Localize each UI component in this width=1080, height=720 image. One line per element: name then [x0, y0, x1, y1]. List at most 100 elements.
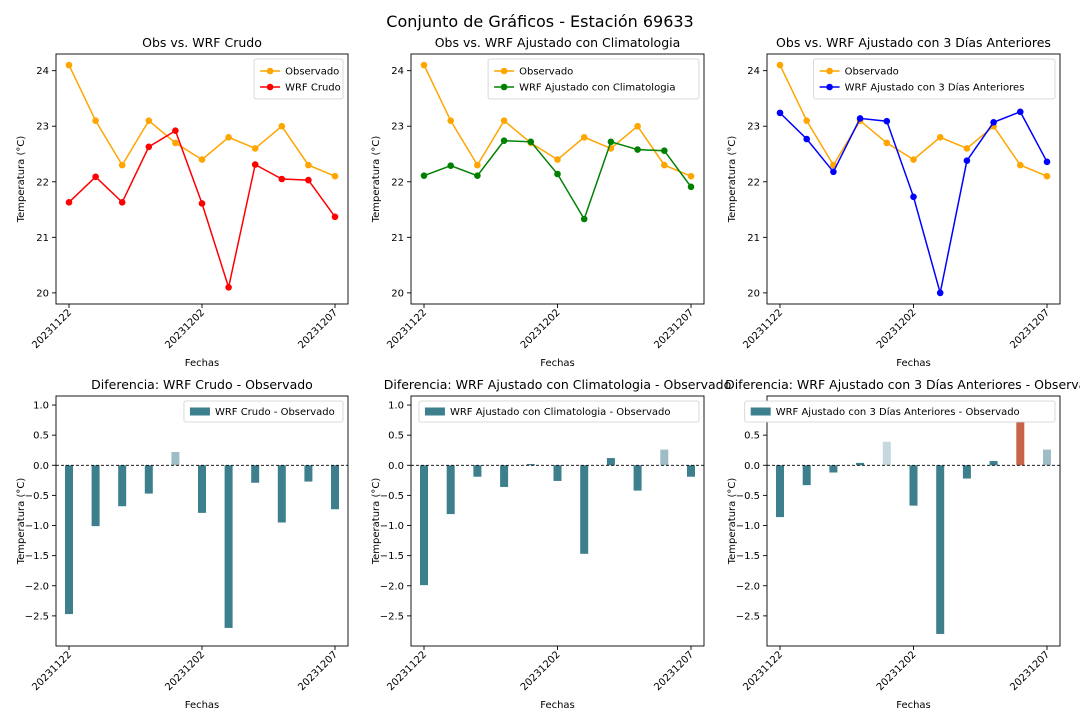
data-point: [331, 213, 339, 221]
bar: [1016, 419, 1025, 466]
data-point: [856, 115, 864, 122]
data-point: [447, 162, 455, 169]
subplot-title: Diferencia: WRF Crudo - Observado: [91, 377, 313, 392]
data-point: [420, 61, 428, 69]
y-tick-label: 24: [36, 66, 49, 77]
bar: [989, 461, 998, 466]
x-axis-label: Fechas: [185, 358, 220, 369]
legend-label: WRF Ajustado con 3 Días Anteriores - Obs…: [776, 406, 1020, 418]
legend-label: WRF Ajustado con Climatologia - Observad…: [450, 407, 671, 418]
legend-box: [418, 400, 700, 423]
y-tick-label: 21: [391, 233, 404, 244]
data-point: [172, 139, 179, 147]
y-tick-label: 24: [747, 66, 760, 77]
data-point: [500, 117, 508, 124]
y-tick-label: 22: [36, 177, 49, 188]
bar: [687, 465, 695, 477]
legend-marker: [266, 67, 274, 75]
legend-marker: [826, 67, 833, 75]
data-point: [65, 199, 73, 206]
legend-label: Observado: [285, 67, 339, 78]
bar: [420, 465, 428, 586]
y-tick-label: −2.0: [736, 581, 760, 592]
data-point: [118, 199, 126, 206]
y-tick-label: 23: [747, 122, 760, 133]
legend-label: WRF Crudo - Observado: [215, 407, 335, 418]
data-point: [830, 161, 837, 169]
y-axis-label: Temperatura (°C): [727, 478, 738, 566]
data-point: [661, 161, 668, 169]
y-tick-label: 0.5: [33, 431, 49, 442]
y-tick-label: 20: [391, 288, 404, 299]
data-point: [1017, 108, 1024, 116]
bar: [1043, 449, 1051, 466]
data-point: [1043, 172, 1051, 180]
data-point: [305, 176, 312, 184]
bar: [251, 465, 260, 483]
legend-marker: [500, 83, 508, 91]
data-point: [1043, 158, 1051, 166]
data-point: [500, 137, 508, 144]
bar: [224, 465, 233, 628]
y-tick-label: −1.5: [736, 551, 760, 562]
legend-box: [744, 400, 1056, 423]
legend-marker: [826, 83, 833, 91]
bar: [473, 465, 482, 477]
data-point: [145, 143, 153, 151]
data-point: [92, 117, 99, 124]
bar: [277, 465, 286, 523]
data-point: [963, 145, 971, 152]
data-point: [198, 156, 206, 163]
bar: [909, 465, 918, 506]
data-point: [803, 117, 810, 124]
x-axis-label: Fechas: [896, 700, 931, 711]
y-tick-label: −2.5: [25, 611, 49, 622]
y-tick-label: 23: [391, 122, 404, 133]
legend: Observado WRF Ajustado con Climatologia: [487, 58, 700, 100]
data-point: [447, 117, 455, 124]
legend: WRF Crudo - Observado: [183, 400, 344, 423]
y-tick-label: 21: [36, 233, 49, 244]
y-tick-label: 21: [747, 233, 760, 244]
subplot-title: Obs vs. WRF Ajustado con Climatologia: [435, 35, 681, 50]
data-point: [278, 175, 286, 183]
bar: [171, 452, 180, 466]
data-point: [474, 161, 481, 169]
x-axis-label: Fechas: [540, 358, 575, 369]
data-point: [776, 61, 784, 69]
data-point: [331, 172, 339, 180]
bar: [198, 465, 206, 513]
bar: [829, 465, 838, 473]
y-tick-label: 20: [747, 288, 760, 299]
legend: WRF Ajustado con 3 Días Anteriores - Obs…: [744, 400, 1056, 423]
bar: [553, 465, 562, 481]
data-point: [580, 134, 588, 141]
data-point: [936, 134, 944, 141]
data-point: [251, 161, 259, 168]
legend-box: [253, 58, 344, 100]
data-point: [687, 183, 695, 191]
data-point: [1017, 161, 1024, 169]
y-tick-label: 0.5: [744, 431, 760, 442]
legend: Observado WRF Crudo: [253, 58, 344, 100]
y-axis-label: Temperatura (°C): [371, 136, 382, 224]
data-point: [554, 170, 561, 178]
y-tick-label: −1.0: [736, 521, 760, 532]
y-tick-label: 22: [391, 177, 404, 188]
y-tick-label: 1.0: [388, 401, 404, 412]
subplot-3: Obs vs. WRF Ajustado con 3 Días Anterior…: [727, 35, 1061, 369]
data-point: [776, 109, 784, 117]
bar: [446, 465, 455, 515]
data-point: [145, 117, 153, 124]
subplot-title: Diferencia: WRF Ajustado con Climatologi…: [384, 377, 732, 392]
bar: [660, 449, 669, 466]
y-tick-label: 24: [391, 66, 404, 77]
data-point: [936, 289, 944, 297]
y-tick-label: 1.0: [33, 401, 49, 412]
bar: [856, 462, 865, 466]
bar: [144, 465, 153, 494]
y-tick-label: −1.0: [380, 521, 404, 532]
legend-marker: [500, 67, 508, 75]
legend-swatch: [424, 407, 445, 416]
